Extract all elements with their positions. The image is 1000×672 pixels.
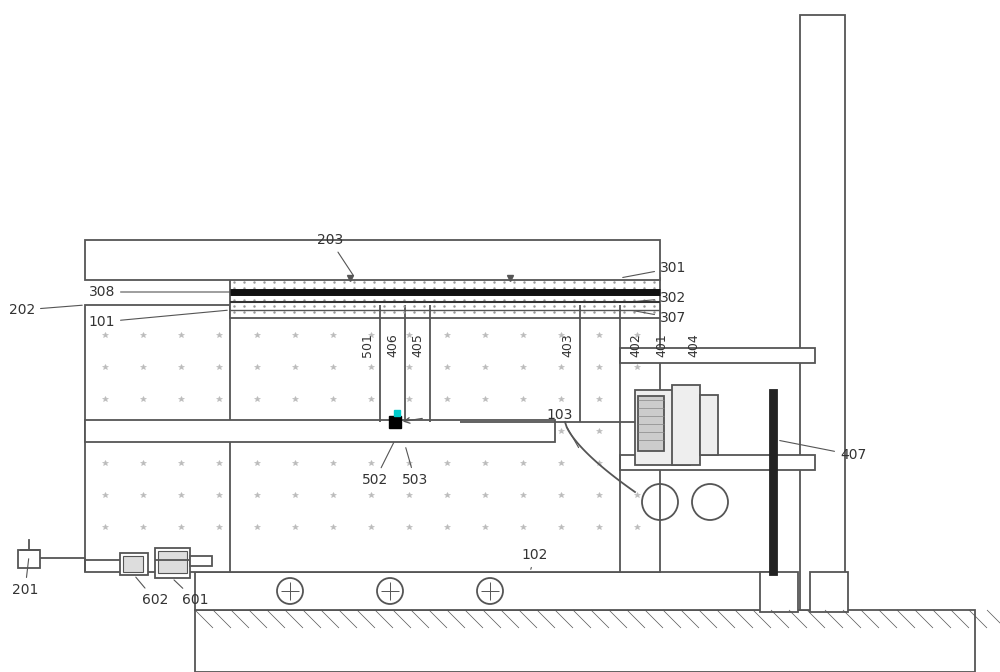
Bar xyxy=(123,556,143,572)
Bar xyxy=(85,305,660,572)
Text: 308: 308 xyxy=(89,285,297,299)
Bar xyxy=(85,240,660,280)
Bar xyxy=(635,390,690,465)
Text: 101: 101 xyxy=(88,310,227,329)
Text: 307: 307 xyxy=(633,310,686,325)
Bar xyxy=(190,556,212,566)
Bar xyxy=(620,455,815,470)
Bar xyxy=(230,278,660,318)
Text: 402: 402 xyxy=(629,333,642,357)
Bar xyxy=(760,572,798,612)
Bar xyxy=(85,420,555,442)
Bar xyxy=(120,553,148,575)
Bar xyxy=(800,15,845,610)
Bar xyxy=(700,395,718,455)
Text: 302: 302 xyxy=(633,291,686,305)
Text: 201: 201 xyxy=(12,558,38,597)
Text: 301: 301 xyxy=(623,261,686,278)
Text: 203: 203 xyxy=(317,233,353,276)
Text: 102: 102 xyxy=(522,548,548,569)
Text: 501: 501 xyxy=(361,333,374,357)
Bar xyxy=(770,390,777,575)
Bar xyxy=(195,610,975,672)
Bar xyxy=(195,610,975,672)
Text: 407: 407 xyxy=(780,441,866,462)
Bar xyxy=(18,550,40,568)
Bar xyxy=(810,572,848,612)
Bar xyxy=(158,551,187,573)
Bar xyxy=(620,348,815,363)
Text: 406: 406 xyxy=(386,333,399,357)
Text: 403: 403 xyxy=(561,333,574,357)
Text: 503: 503 xyxy=(402,448,428,487)
Text: 103: 103 xyxy=(547,408,579,448)
Text: 404: 404 xyxy=(687,333,700,357)
Bar xyxy=(672,385,700,465)
Text: 602: 602 xyxy=(136,577,168,607)
Bar xyxy=(155,548,190,578)
Text: 202: 202 xyxy=(9,303,82,317)
Text: 401: 401 xyxy=(655,333,668,357)
Text: 405: 405 xyxy=(411,333,424,357)
Text: 502: 502 xyxy=(362,442,394,487)
Bar xyxy=(195,572,770,610)
Bar xyxy=(638,396,664,451)
Text: 601: 601 xyxy=(174,580,208,607)
